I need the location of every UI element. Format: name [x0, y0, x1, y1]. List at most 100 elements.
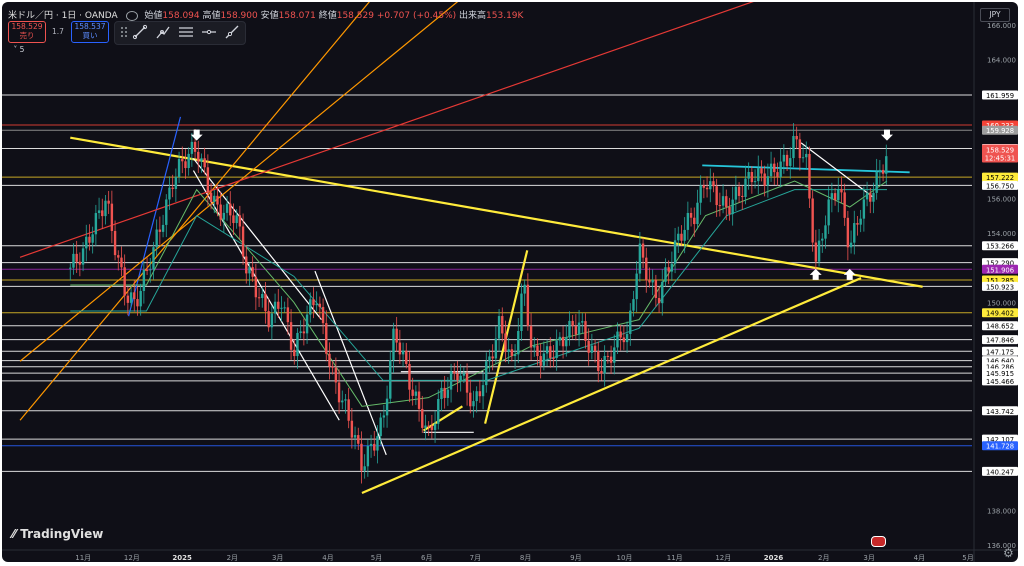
arrow-up-marker-icon[interactable] — [809, 268, 822, 280]
change-value: +0.707 (+0.45%) — [376, 11, 457, 21]
candle-body — [129, 292, 133, 303]
candle-body — [501, 316, 504, 334]
candle-body — [270, 313, 274, 328]
candle-body — [545, 346, 549, 354]
candle-body — [680, 233, 683, 241]
candle-body — [533, 345, 536, 348]
x-tick-label: 3月 — [272, 554, 283, 562]
candle-body — [616, 331, 619, 348]
arrow-up-marker-icon[interactable] — [843, 268, 856, 280]
candle-body — [747, 172, 750, 179]
level-price-label: 146.640 — [986, 358, 1014, 366]
arrow-down-marker-icon[interactable] — [190, 129, 203, 141]
x-tick-label: 2月 — [227, 554, 238, 562]
trendline[interactable] — [128, 116, 182, 317]
candle-body — [869, 193, 872, 202]
currency-selector[interactable]: JPY — [980, 8, 1010, 22]
candle-body — [542, 353, 546, 366]
ray-tool-icon[interactable] — [154, 23, 172, 41]
trendline[interactable] — [361, 277, 862, 495]
x-tick-label: 5月 — [371, 554, 382, 562]
level-price-label: 152.290 — [986, 260, 1014, 268]
trendline[interactable] — [70, 136, 923, 288]
trendline[interactable] — [19, 2, 761, 258]
candle-body — [126, 295, 130, 303]
trendline[interactable] — [192, 158, 322, 321]
candle-body — [385, 398, 389, 416]
plot-area[interactable] — [2, 2, 972, 495]
eye-icon[interactable] — [125, 10, 138, 21]
trendline[interactable] — [800, 142, 873, 198]
price-axis[interactable]: 166.000 164.000 156.000 154.000 150.000 138.0… — [973, 2, 1018, 562]
candle-body — [440, 387, 443, 400]
candle-body — [814, 242, 818, 262]
parallel-channel-tool-icon[interactable] — [177, 23, 195, 41]
level-price-label: 151.906 — [986, 266, 1014, 274]
buy-button[interactable]: 158.537 買い — [71, 21, 109, 43]
candle-body — [267, 311, 270, 328]
candle-body — [597, 350, 600, 372]
candle-body — [472, 401, 475, 407]
trendline[interactable] — [422, 405, 464, 432]
x-tick-label: 12月 — [124, 554, 140, 562]
level-price-label: 151.285 — [986, 277, 1014, 285]
chevron-down-icon: ˅ — [13, 45, 18, 54]
arrow-down-marker-icon[interactable] — [880, 129, 893, 141]
high-value: 158.900 — [220, 11, 258, 21]
candle-body — [513, 354, 517, 357]
candle-body — [885, 156, 888, 174]
us-flag-icon[interactable] — [871, 536, 886, 547]
candle-body — [341, 400, 344, 403]
drag-handle-icon[interactable] — [116, 23, 134, 41]
level-price-tag — [982, 90, 1018, 100]
candle-body — [305, 314, 309, 334]
level-price-tag — [982, 346, 1018, 356]
candle-body — [712, 181, 715, 187]
moving-average-line — [70, 189, 887, 381]
x-tick-label: 4月 — [322, 554, 333, 562]
settings-gear-icon[interactable]: ⚙ — [1003, 546, 1014, 560]
open-label: 始値 — [144, 11, 163, 21]
candle-body — [344, 399, 347, 401]
level-price-label: 157.222 — [986, 174, 1014, 182]
candle-body — [696, 202, 699, 225]
x-tick-label: 2月 — [818, 554, 829, 562]
candle-body — [357, 435, 360, 444]
tradingview-logo: ⁄⁄ TradingView — [12, 527, 103, 541]
candle-body — [881, 169, 885, 174]
candle-body — [219, 204, 222, 220]
candle-body — [120, 257, 123, 268]
candle-body — [539, 356, 542, 366]
candle-body — [558, 336, 562, 341]
candle-body — [840, 189, 843, 193]
sell-button[interactable]: 158.529 売り — [8, 21, 46, 43]
candle-body — [808, 153, 811, 199]
horizontal-line-tool-icon[interactable] — [200, 23, 218, 41]
candle-body — [606, 355, 610, 357]
time-axis[interactable]: 11月 12月 2025 2月 3月 4月 5月 6月 7月 8月 9月 10月 11月 12月 2026 2… — [2, 549, 1018, 562]
candle-body — [574, 325, 578, 335]
candle-body — [88, 236, 91, 243]
level-price-label: 140.247 — [986, 468, 1014, 476]
level-price-tag — [982, 321, 1018, 331]
trendline[interactable] — [19, 2, 372, 421]
volume-label: 出来高 — [459, 11, 487, 21]
candle-body — [321, 307, 325, 324]
extended-line-tool-icon[interactable] — [223, 23, 241, 41]
candle-body — [744, 178, 747, 197]
indicator-count: 5 — [19, 45, 25, 54]
candle-body — [453, 371, 456, 374]
candle-body — [718, 205, 722, 207]
candle-body — [417, 391, 421, 409]
trend-line-tool-icon[interactable] — [131, 23, 149, 41]
trendline[interactable] — [314, 270, 387, 456]
indicators-toggle[interactable]: ˅ 5 — [8, 45, 30, 56]
candle-body — [721, 196, 725, 206]
trendline[interactable] — [19, 2, 461, 362]
candle-body — [462, 373, 466, 376]
symbol-title[interactable]: 米ドル／円 · 1日 · OANDA — [8, 11, 118, 21]
candle-body — [757, 168, 760, 182]
candle-body — [517, 330, 520, 355]
